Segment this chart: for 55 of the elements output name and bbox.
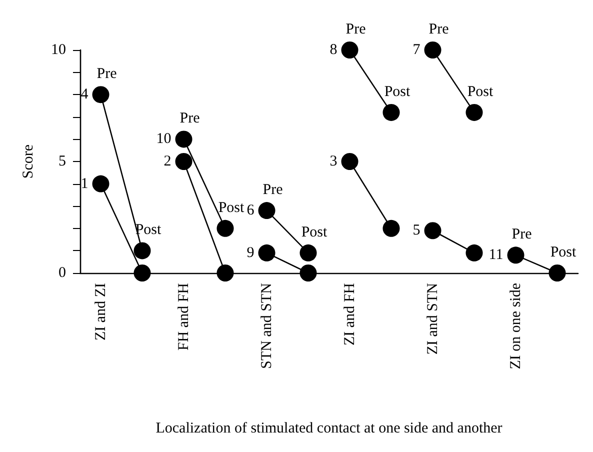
annotation: Post [384,84,411,100]
y-tick-label: 5 [58,154,66,170]
point [507,246,524,264]
point [382,220,400,237]
x-tick-label: FH and FH [176,282,192,351]
point [466,104,483,121]
point [548,264,566,282]
series-label: 11 [488,247,504,264]
y-tick-label: 10 [51,42,66,58]
x-tick-label: STN and STN [258,282,275,369]
series-label: 9 [246,244,254,261]
point [300,244,317,262]
annotation: Post [301,224,328,240]
point [216,220,234,237]
annotation: Post [467,84,494,100]
x-tick-label: ZI and ZI [92,283,109,340]
series-label: 1 [80,176,88,192]
y-axis-title: Score [20,144,36,179]
point [382,104,400,121]
series-label: 8 [330,42,338,58]
series-label: 7 [412,42,421,58]
point [175,153,192,170]
point [134,264,151,282]
x-tick-label: ZI and STN [424,282,441,355]
x-axis-title: Localization of stimulated contact at one side and another [156,420,502,436]
point [341,42,358,58]
point [466,244,483,262]
series-label: 10 [156,131,172,148]
point [424,42,442,58]
point [175,130,192,148]
point [341,153,358,170]
point [258,244,276,262]
point [258,202,276,220]
point [134,242,151,260]
annotation: Pre [346,22,366,38]
annotation: Pre [262,182,284,198]
series-label: 2 [164,154,172,170]
annotation: Pre [96,66,118,82]
annotation: Pre [180,110,200,127]
annotation: Post [218,200,245,216]
annotation: Pre [428,22,450,38]
point [92,175,110,192]
x-tick-label: ZI on one side [508,282,524,370]
y-tick-label: 0 [58,265,66,281]
annotation: Pre [512,226,532,243]
point [300,264,317,282]
point [424,222,442,240]
series-label: 4 [80,86,89,103]
point [216,264,234,282]
x-tick-label: ZI and FH [342,282,358,346]
annotation: Post [550,244,577,260]
point [92,86,110,104]
series-label: 3 [330,154,338,170]
series-label: 5 [412,222,420,239]
series-label: 6 [246,202,255,219]
